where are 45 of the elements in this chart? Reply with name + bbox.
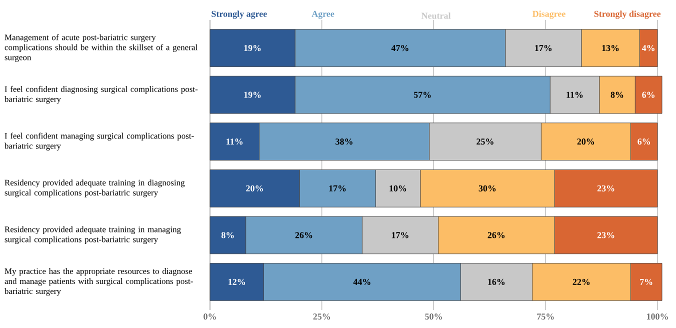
data-label: 8% (610, 92, 624, 98)
series-label: Strongly agree (212, 10, 267, 19)
data-label: 17% (329, 185, 346, 192)
data-label: 6% (638, 138, 650, 145)
y-tick-label: I feel confident managing surgical complications post-bariatric surgery (4, 132, 194, 151)
data-label: 19% (244, 45, 261, 52)
data-label: 20% (246, 185, 263, 192)
x-tick-label: 100% (646, 314, 668, 320)
data-label: 13% (602, 45, 619, 52)
data-label: 44% (353, 278, 370, 285)
data-label: 57% (414, 92, 431, 98)
x-tick-label: 0% (204, 314, 216, 320)
text: Disagree (532, 10, 566, 19)
x-tick-label: 75% (537, 314, 554, 320)
data-label: 47% (391, 45, 408, 52)
data-label: 22% (572, 278, 590, 285)
data-label: 19% (244, 92, 261, 98)
data-label: 20% (577, 138, 594, 145)
x-tick-label: 50% (425, 314, 442, 320)
y-tick-label: Residency provided adequate training in managing surgical complications post-bariatric surgery (4, 226, 181, 244)
y-tick-label: I feel confident diagnosing surgical complications post-bariatric surgery (4, 86, 198, 104)
data-label: 12% (228, 278, 246, 285)
data-label: 26% (295, 232, 312, 238)
data-label: 38% (336, 138, 352, 145)
data-label: 4% (642, 45, 654, 52)
data-label: 10% (390, 185, 406, 192)
data-label: 11% (566, 92, 583, 98)
data-label: 17% (392, 232, 408, 238)
data-label: 23% (597, 232, 614, 238)
data-label: 17% (535, 45, 552, 52)
series-label: Strongly disagree (594, 10, 661, 19)
series-label: Agree (312, 10, 334, 19)
y-tick-label: Management of acute post-bariatric surgery complications should be within the skillset of a general surgeon (4, 34, 198, 62)
data-label: 23% (597, 185, 614, 192)
data-label: 16% (488, 278, 505, 285)
y-tick-label: My practice has the appropriate resources to diagnose and manage patients with surgical complications post-bariatric surgery (4, 268, 193, 296)
data-label: 30% (478, 185, 496, 192)
y-tick-label: Residency provided adequate training in diagnosing surgical complications post-bariatric surgery (4, 180, 185, 198)
data-label: 6% (642, 92, 654, 98)
data-label: 7% (640, 278, 652, 285)
data-label: 11% (226, 138, 243, 145)
data-label: 8% (221, 232, 234, 238)
data-label: 26% (488, 232, 505, 238)
data-label: 25% (476, 138, 494, 145)
x-tick-label: 25% (313, 314, 330, 320)
